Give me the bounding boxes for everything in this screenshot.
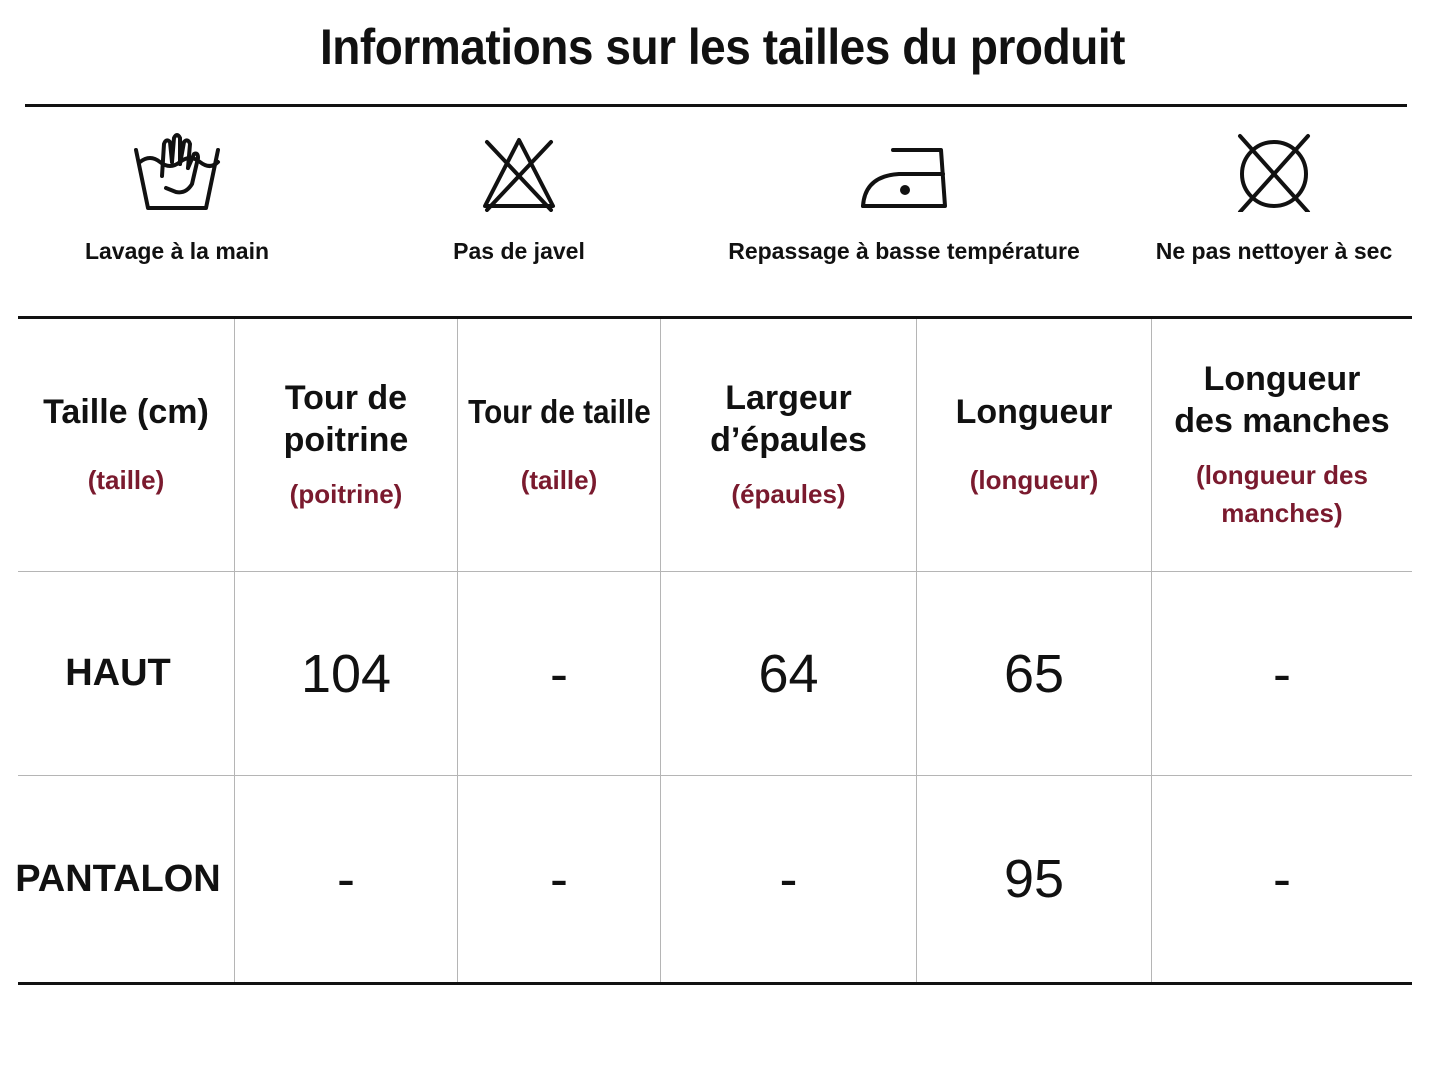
table-cell: -: [779, 849, 798, 909]
care-item-iron-low: Repassage à basse température: [718, 132, 1090, 282]
column-divider: [234, 319, 235, 982]
table-cell: -: [1273, 849, 1291, 909]
header-cell-chest: Tour de poitrine (poitrine): [235, 319, 457, 571]
header-cell-length: Longueur (longueur): [917, 319, 1151, 571]
header-title: Taille (cm): [43, 393, 209, 431]
header-subtitle: (épaules): [731, 479, 846, 509]
table-cell: -: [550, 849, 568, 909]
column-divider: [1151, 319, 1152, 982]
header-subtitle: (taille): [520, 465, 598, 495]
table-cell: -: [337, 849, 355, 909]
header-cell-waist: Tour de taille (taille): [458, 319, 660, 571]
table-cell: 64: [758, 643, 819, 704]
care-item-no-bleach: Pas de javel: [419, 132, 619, 282]
care-label: Pas de javel: [453, 238, 585, 264]
table-cell: 65: [1003, 643, 1065, 704]
column-divider: [916, 319, 917, 982]
no-dry-clean-icon: [1238, 134, 1310, 212]
care-item-no-dry-clean: Ne pas nettoyer à sec: [1150, 132, 1398, 282]
header-subtitle: (longueur des manches): [1196, 460, 1368, 528]
title-divider: [25, 104, 1407, 107]
header-title: Longueur: [955, 393, 1113, 431]
no-bleach-icon: [483, 138, 555, 212]
header-title: Tour de poitrine: [283, 379, 409, 459]
table-cell: -: [550, 643, 568, 704]
care-item-hand-wash: Lavage à la main: [77, 132, 277, 282]
row-divider: [18, 571, 1412, 572]
column-divider: [660, 319, 661, 982]
care-label: Ne pas nettoyer à sec: [1155, 238, 1393, 264]
care-label: Repassage à basse température: [728, 238, 1080, 264]
header-subtitle: (poitrine): [289, 479, 403, 509]
header-subtitle: (longueur): [969, 465, 1099, 495]
page-title: Informations sur les tailles du produit: [319, 19, 1126, 75]
care-label: Lavage à la main: [84, 238, 270, 264]
table-cell: 104: [300, 643, 392, 704]
header-cell-sleeve-length: Longueur des manches (longueur des manch…: [1152, 319, 1412, 571]
header-cell-shoulders: Largeur d’épaules (épaules): [661, 319, 916, 571]
header-title: Longueur des manches: [1174, 360, 1390, 440]
column-divider: [457, 319, 458, 982]
header-subtitle: (taille): [87, 465, 165, 495]
table-cell: 95: [1003, 849, 1065, 909]
table-top-rule: [18, 316, 1412, 319]
header-title: Largeur d’épaules: [710, 379, 867, 459]
row-label-pants: PANTALON: [15, 857, 221, 900]
iron-low-icon: [861, 148, 947, 208]
table-cell: -: [1273, 643, 1291, 704]
row-divider: [18, 775, 1412, 776]
header-title: Tour de taille: [467, 393, 651, 430]
header-cell-size: Taille (cm) (taille): [18, 319, 234, 571]
hand-wash-icon: [134, 133, 220, 210]
table-bottom-rule: [18, 982, 1412, 985]
row-label-top: HAUT: [65, 652, 171, 694]
